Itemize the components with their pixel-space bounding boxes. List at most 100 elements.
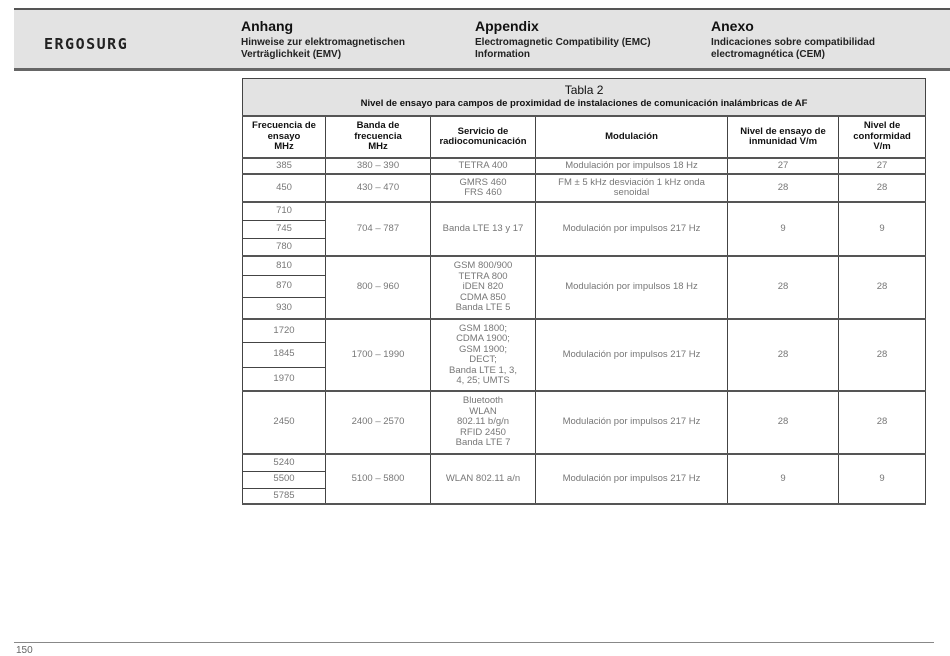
column-header-line: MHz bbox=[274, 141, 294, 153]
service-cell-line: GSM 1800; bbox=[458, 322, 508, 334]
frequency-cell: 385 bbox=[242, 157, 326, 175]
header-subtitle: Electromagnetic Compatibility (EMC) bbox=[475, 37, 651, 48]
compliance-level-cell: 9 bbox=[837, 453, 927, 505]
table-title: Tabla 2 bbox=[564, 83, 604, 97]
compliance-level-cell: 27 bbox=[837, 157, 927, 175]
table-subtitle: Nivel de ensayo para campos de proximida… bbox=[360, 97, 808, 109]
ergosurg-logo: ERGOSURG bbox=[44, 35, 129, 53]
footer-divider bbox=[14, 642, 934, 643]
service-cell-line: DECT; bbox=[469, 354, 497, 365]
frequency-cell: 5785 bbox=[242, 487, 326, 505]
table-row: 780 bbox=[242, 237, 926, 257]
service-cell-line: GSM 1900; bbox=[458, 343, 508, 355]
frequency-cell: 870 bbox=[242, 274, 326, 298]
column-header-line: radiocomunicación bbox=[439, 136, 527, 147]
table-row: 930 bbox=[242, 296, 926, 320]
modulation-cell: Modulación por impulsos 18 Hz bbox=[535, 157, 728, 175]
page-number: 150 bbox=[16, 645, 33, 656]
table-row: 5785 bbox=[242, 487, 926, 505]
service-cell-line: Banda LTE 13 y 17 bbox=[442, 222, 524, 234]
table-row: 450 430 – 470 GMRS 460 FRS 460 FM ± 5 kHz de… bbox=[242, 173, 927, 203]
band-cell: 380 – 390 bbox=[325, 157, 431, 175]
frequency-cell: 1845 bbox=[242, 341, 326, 368]
band-cell: 430 – 470 bbox=[325, 173, 431, 203]
compliance-level-cell: 28 bbox=[837, 390, 927, 455]
band-cell: 1700 – 1990 bbox=[325, 318, 431, 392]
modulation-cell-line: Modulación por impulsos 217 Hz bbox=[562, 348, 701, 360]
frequency-cell: 810 bbox=[242, 255, 326, 276]
frequency-cell: 450 bbox=[242, 173, 326, 203]
service-cell-line: TETRA 400 bbox=[458, 159, 508, 171]
column-header-line: frecuencia bbox=[354, 130, 402, 142]
service-cell: WLAN 802.11 a/n bbox=[430, 453, 536, 505]
immunity-level-cell: 9 bbox=[727, 453, 839, 505]
immunity-level-cell: 28 bbox=[727, 318, 839, 392]
service-cell: GMRS 460 FRS 460 bbox=[430, 173, 536, 203]
compliance-level-cell: 28 bbox=[837, 255, 927, 320]
modulation-cell-line: Modulación por impulsos 217 Hz bbox=[562, 416, 701, 428]
modulation-cell-line: Modulación por impulsos 18 Hz bbox=[565, 159, 698, 171]
column-header-line: MHz bbox=[368, 141, 388, 153]
service-cell-line: Banda LTE 7 bbox=[455, 437, 511, 449]
column-header: Modulación bbox=[535, 115, 728, 159]
service-cell-line: Bluetooth bbox=[462, 395, 504, 407]
table-row: 1720 1700 – 1990 GSM 1800; CDMA 1900; GSM 19… bbox=[242, 318, 927, 392]
page-header: ERGOSURG Anhang Hinweise zur elektromagn… bbox=[14, 8, 950, 71]
compliance-level-cell: 9 bbox=[837, 201, 927, 257]
compliance-level-cell: 28 bbox=[837, 173, 927, 203]
frequency-cell: 745 bbox=[242, 219, 326, 239]
service-cell-line: Banda LTE 5 bbox=[455, 302, 511, 314]
frequency-cell: 780 bbox=[242, 237, 326, 257]
modulation-cell: FM ± 5 kHz desviación 1 kHz onda senoidal bbox=[535, 173, 728, 203]
column-header-line: Frecuencia de bbox=[252, 120, 316, 132]
service-cell-line: TETRA 800 bbox=[458, 270, 508, 282]
frequency-cell: 5500 bbox=[242, 470, 326, 489]
table-row: 810 800 – 960 GSM 800/900 TETRA 800 iDEN 820… bbox=[242, 255, 927, 320]
modulation-cell: Modulación por impulsos 217 Hz bbox=[535, 318, 728, 392]
column-header: Nivel de conformidad V/m bbox=[837, 115, 927, 159]
header-subtitle: Verträglichkeit (EMV) bbox=[241, 49, 342, 60]
service-cell-line: Banda LTE 1, 3, bbox=[449, 364, 517, 376]
table-row: 1845 bbox=[242, 341, 926, 368]
band-cell: 704 – 787 bbox=[325, 201, 431, 257]
column-header-line: inmunidad V/m bbox=[748, 136, 818, 147]
immunity-level-cell: 27 bbox=[727, 157, 839, 175]
modulation-cell: Modulación por impulsos 217 Hz bbox=[535, 390, 728, 455]
modulation-cell-line: senoidal bbox=[613, 187, 650, 198]
service-cell: Banda LTE 13 y 17 bbox=[430, 201, 536, 257]
service-cell-line: 4, 25; UMTS bbox=[456, 375, 510, 386]
service-cell-line: RFID 2450 bbox=[460, 426, 506, 438]
column-header-line: Modulación bbox=[605, 130, 658, 142]
header-title: Anhang bbox=[241, 18, 294, 34]
service-cell-line: FRS 460 bbox=[464, 187, 502, 198]
table-row: 5240 5100 – 5800 WLAN 802.11 a/n Modulación… bbox=[242, 453, 927, 505]
table-header-row: Frecuencia de ensayo MHz Banda de frecuencia… bbox=[242, 115, 927, 159]
table-row: 385 380 – 390 TETRA 400 Modulación por impu… bbox=[242, 157, 927, 175]
column-header: Frecuencia de ensayo MHz bbox=[242, 115, 326, 159]
column-header: Nivel de ensayo de inmunidad V/m bbox=[727, 115, 839, 159]
modulation-cell-line: Modulación por impulsos 217 Hz bbox=[562, 222, 701, 234]
frequency-cell: 2450 bbox=[242, 390, 326, 455]
header-subtitle: Hinweise zur elektromagnetischen bbox=[241, 37, 405, 48]
column-header-line: ensayo bbox=[267, 130, 301, 142]
service-cell-line: GSM 800/900 bbox=[453, 260, 513, 272]
frequency-cell: 1970 bbox=[242, 366, 326, 392]
header-title: Appendix bbox=[475, 18, 539, 34]
header-subtitle: Indicaciones sobre compatibilidad bbox=[711, 37, 875, 48]
header-subtitle: electromagnética (CEM) bbox=[711, 49, 825, 60]
column-header: Servicio de radiocomunicación bbox=[430, 115, 536, 159]
band-cell: 800 – 960 bbox=[325, 255, 431, 320]
immunity-level-cell: 9 bbox=[727, 201, 839, 257]
immunity-level-cell: 28 bbox=[727, 255, 839, 320]
column-header: Banda de frecuencia MHz bbox=[325, 115, 431, 159]
table-body: 385 380 – 390 TETRA 400 Modulación por impu… bbox=[242, 157, 927, 505]
header-subtitle: Information bbox=[475, 49, 530, 60]
service-cell-line: CDMA 1900; bbox=[456, 333, 510, 344]
column-header-line: Servicio de bbox=[457, 125, 509, 137]
service-cell: TETRA 400 bbox=[430, 157, 536, 175]
column-header-line: Nivel de bbox=[863, 120, 901, 132]
frequency-cell: 5240 bbox=[242, 453, 326, 472]
immunity-level-cell: 28 bbox=[727, 173, 839, 203]
header-title: Anexo bbox=[711, 18, 754, 34]
immunity-level-cell: 28 bbox=[727, 390, 839, 455]
